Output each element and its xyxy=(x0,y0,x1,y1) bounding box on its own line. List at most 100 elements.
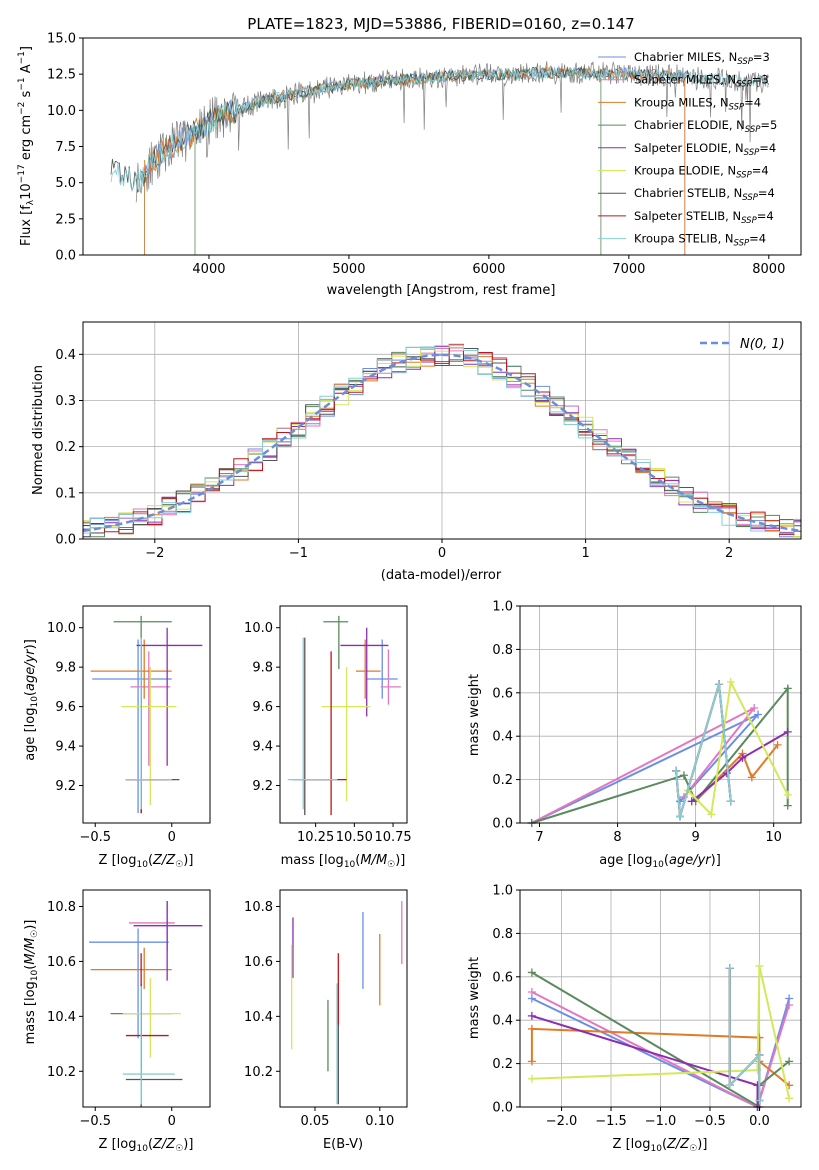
mass-weight-series xyxy=(531,965,791,1099)
axes-frame xyxy=(82,889,211,1108)
histogram-step xyxy=(83,348,801,538)
spectrum-ylabel: Flux [fλ10−17 erg cm−2 s−1 A−1] xyxy=(17,46,36,246)
mass-weight-vs-age-xlabel: age [log10(age/yr)] xyxy=(599,853,721,870)
mass-vs-Z-xlabel: Z [log10(Z/Z☉)] xyxy=(99,1137,194,1154)
y-tick-label: 9.6 xyxy=(55,700,76,715)
data-point xyxy=(527,968,536,977)
legend-entry: Chabrier ELODIE, NSSP=5 xyxy=(634,118,777,135)
axes-frame xyxy=(519,889,802,1108)
data-point xyxy=(726,677,735,686)
y-tick-label: 15.0 xyxy=(47,32,76,47)
x-tick-label: 0.0 xyxy=(749,1114,770,1129)
y-tick-label: 0.0 xyxy=(492,817,513,832)
spectrum-xlabel: wavelength [Angstrom, rest frame] xyxy=(327,283,556,298)
model-spectrum-line xyxy=(110,66,770,193)
data-point xyxy=(725,964,734,973)
x-tick-label: 2 xyxy=(725,546,733,561)
age-vs-mass-panel: 10.25 10.50 10.75 9.2 9.4 9.6 9.8 10.0 xyxy=(244,605,412,845)
mass-weight-series xyxy=(691,731,789,803)
axes-frame xyxy=(279,889,408,1108)
y-tick-label: 0.0 xyxy=(492,1101,513,1116)
spectrum-plot-area xyxy=(110,61,770,255)
age-vs-mass-xlabel: mass [log10(M/M☉)] xyxy=(281,853,406,870)
data-point xyxy=(785,1001,794,1010)
y-tick-label: 10.0 xyxy=(244,621,273,636)
y-tick-label: 0.0 xyxy=(55,249,76,264)
data-point xyxy=(738,753,747,762)
x-tick-label: 0 xyxy=(168,830,176,845)
data-point xyxy=(527,1011,536,1020)
model-spectrum-line xyxy=(144,65,686,255)
x-tick-label: 8000 xyxy=(752,262,785,277)
y-tick-label: 10.6 xyxy=(47,955,76,970)
y-tick-label: 1.0 xyxy=(492,884,513,899)
residual-ylabel: Normed distribution xyxy=(31,365,46,495)
mass-weight-series xyxy=(687,678,789,817)
data-point xyxy=(785,1094,794,1103)
mass-weight-series xyxy=(531,707,755,824)
data-point xyxy=(672,766,681,775)
data-point xyxy=(755,1033,764,1042)
y-tick-label: 12.5 xyxy=(47,68,76,83)
data-point xyxy=(725,1081,734,1090)
x-tick-label: 10.50 xyxy=(336,830,373,845)
x-tick-label: −2.0 xyxy=(546,1114,578,1129)
y-tick-label: 1.0 xyxy=(492,600,513,615)
mass-weight-vs-Z-xlabel: Z [log10(Z/Z☉)] xyxy=(613,1137,708,1154)
residual-plot-area xyxy=(83,322,801,540)
data-point xyxy=(527,987,536,996)
mass-weight-vs-age-panel: 7 8 9 10 0.0 0.2 0.4 0.6 0.8 1.0 xyxy=(492,600,802,845)
x-tick-label: 5000 xyxy=(332,262,365,277)
gaussian-curve xyxy=(83,353,801,533)
data-point xyxy=(755,1050,764,1059)
y-tick-label: 10.0 xyxy=(47,621,76,636)
y-tick-label: 9.2 xyxy=(252,779,273,794)
mass-weight-vs-Z-panel: −2.0 −1.5 −1.0 −0.5 0.0 0.0 0.2 0.4 0.6 0.8 1.0 xyxy=(492,884,802,1129)
y-tick-label: 10.2 xyxy=(47,1065,76,1080)
age-vs-Z-xlabel: Z [log10(Z/Z☉)] xyxy=(99,853,194,870)
data-point xyxy=(687,797,696,806)
y-tick-label: 10.2 xyxy=(244,1065,273,1080)
x-tick-label: 0.05 xyxy=(301,1114,330,1129)
histogram-step xyxy=(83,348,801,538)
x-tick-label: 1 xyxy=(581,546,589,561)
model-spectrum-line xyxy=(144,65,686,255)
legend-entry: Chabrier MILES, NSSP=3 xyxy=(634,50,770,67)
y-tick-label: 0.1 xyxy=(55,486,76,501)
axes-frame xyxy=(519,605,802,824)
data-point xyxy=(783,684,792,693)
y-tick-label: 10.8 xyxy=(244,900,273,915)
age-vs-Z-panel: −0.5 0 9.2 9.4 9.6 9.8 10.0 xyxy=(47,605,211,845)
y-tick-label: 0.4 xyxy=(492,730,513,745)
residual-legend: N(0, 1) xyxy=(700,337,785,352)
data-point xyxy=(679,771,688,780)
mass-weight-series xyxy=(675,683,732,817)
y-tick-label: 5.0 xyxy=(55,176,76,191)
gauss-legend-label: N(0, 1) xyxy=(740,337,785,352)
age-vs-Z-ylabel: age [log10(age/yr)] xyxy=(23,639,40,761)
x-tick-label: −1.0 xyxy=(645,1114,677,1129)
data-point xyxy=(755,1096,764,1105)
x-tick-label: 6000 xyxy=(472,262,505,277)
mass-vs-EBV-panel: 0.05 0.10 10.2 10.4 10.6 10.8 xyxy=(244,889,408,1129)
x-tick-label: −0.5 xyxy=(79,830,111,845)
y-tick-label: 10.4 xyxy=(47,1010,76,1025)
data-point xyxy=(783,801,792,810)
legend-entry: Salpeter STELIB, NSSP=4 xyxy=(634,209,774,226)
y-tick-label: 0.4 xyxy=(492,1014,513,1029)
x-tick-label: −1 xyxy=(289,546,308,561)
x-tick-label: −0.5 xyxy=(79,1114,111,1129)
y-tick-label: 0.6 xyxy=(492,686,513,701)
y-tick-label: 9.6 xyxy=(252,700,273,715)
axes-frame xyxy=(82,605,211,824)
data-point xyxy=(755,961,764,970)
y-tick-label: 9.8 xyxy=(55,661,76,676)
x-tick-label: 7000 xyxy=(612,262,645,277)
x-tick-label: 0.10 xyxy=(365,1114,394,1129)
mass-vs-EBV-xlabel: E(B-V) xyxy=(323,1137,363,1152)
spectrum-legend: Chabrier MILES, NSSP=3 Salpeter MILES, NS… xyxy=(598,50,777,249)
y-tick-label: 0.2 xyxy=(55,440,76,455)
y-tick-label: 0.3 xyxy=(55,394,76,409)
x-tick-label: 9 xyxy=(691,830,699,845)
y-tick-label: 10.4 xyxy=(244,1010,273,1025)
